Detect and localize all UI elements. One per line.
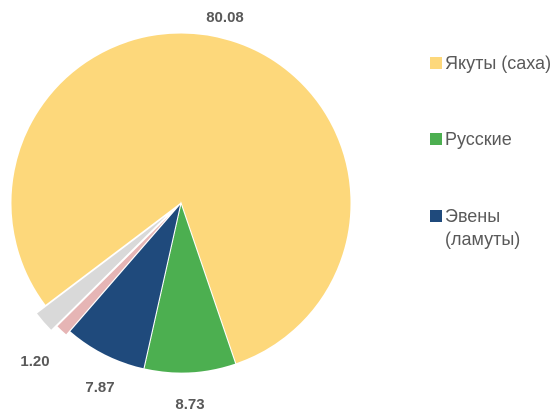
legend-label: Русские bbox=[445, 129, 512, 149]
data-label: 1.20 bbox=[20, 353, 49, 370]
data-label: 7.87 bbox=[85, 379, 114, 396]
legend-item: Якуты (саха) bbox=[430, 52, 550, 75]
pie-slice bbox=[10, 32, 352, 365]
data-label: 80.08 bbox=[206, 9, 244, 26]
legend-item: Эвены (ламуты) bbox=[430, 205, 550, 251]
legend-swatch bbox=[430, 133, 442, 145]
legend-item: Русские bbox=[430, 128, 550, 151]
legend-label: Эвены (ламуты) bbox=[445, 206, 521, 249]
pie-slice bbox=[56, 206, 178, 336]
legend-label: Якуты (саха) bbox=[445, 53, 550, 73]
legend-swatch bbox=[430, 57, 442, 69]
pie-slice bbox=[35, 210, 173, 332]
pie-slice bbox=[143, 201, 237, 374]
data-label: 8.73 bbox=[175, 396, 204, 413]
legend-swatch bbox=[430, 210, 442, 222]
